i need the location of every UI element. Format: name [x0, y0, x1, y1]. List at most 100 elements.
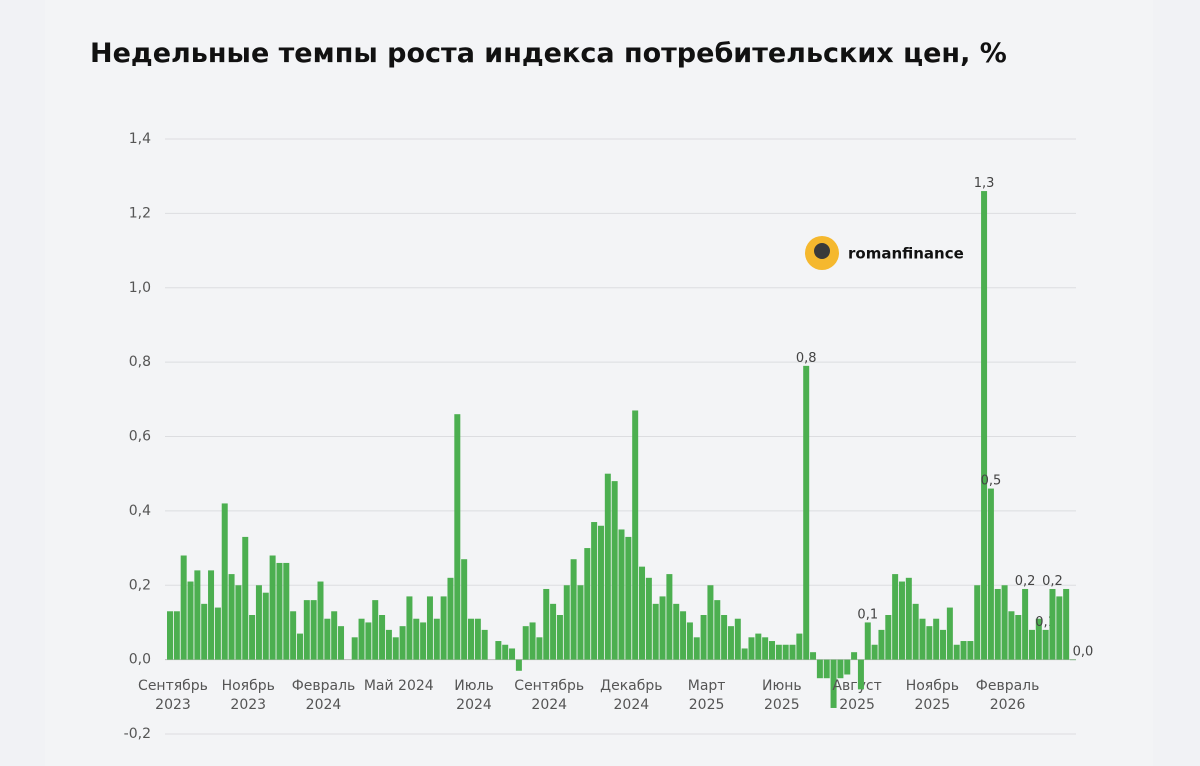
- bar: [680, 611, 687, 660]
- bar: [201, 603, 208, 660]
- bar: [837, 659, 844, 679]
- bar: [775, 644, 782, 660]
- x-tick-label: Декабрь 2024: [600, 678, 662, 713]
- bar: [946, 607, 953, 660]
- bar: [1001, 585, 1008, 660]
- y-tick-label: 0,8: [129, 354, 151, 370]
- bar: [249, 615, 256, 660]
- bar: [529, 622, 536, 660]
- bar: [303, 600, 310, 660]
- bar: [762, 637, 769, 660]
- bar: [208, 570, 215, 660]
- bar: [803, 365, 810, 660]
- bar: [1035, 618, 1042, 660]
- bar: [748, 637, 755, 660]
- bar: [700, 615, 707, 660]
- bar: [652, 603, 659, 660]
- bar: [331, 611, 338, 660]
- bar: [187, 581, 194, 660]
- bar: [953, 644, 960, 660]
- bar: [365, 622, 372, 660]
- bar: [960, 641, 967, 660]
- bar: [413, 618, 420, 660]
- value-label: 0,8: [796, 351, 817, 366]
- x-tick-label: Ноябрь 2025: [906, 678, 959, 713]
- bar: [338, 626, 345, 660]
- bar: [686, 622, 693, 660]
- bar: [550, 603, 557, 660]
- y-tick-label: 0,6: [129, 429, 151, 445]
- x-tick-label: Июнь 2025: [762, 678, 802, 713]
- bar: [283, 562, 290, 660]
- bar: [1042, 629, 1049, 660]
- bar: [468, 618, 474, 660]
- value-label: 0,0: [1073, 645, 1094, 660]
- bar: [440, 596, 447, 660]
- bar: [358, 618, 365, 660]
- bar: [543, 588, 550, 660]
- bar: [399, 626, 406, 660]
- bar: [235, 585, 242, 660]
- bar: [351, 637, 358, 660]
- bar: [502, 644, 509, 660]
- bar: [693, 637, 700, 660]
- x-tick-label: Сентябрь 2023: [138, 678, 208, 713]
- bar: [167, 611, 173, 660]
- bar: [276, 562, 283, 660]
- bar: [433, 618, 440, 660]
- bar: [1028, 629, 1035, 660]
- bar: [515, 659, 522, 671]
- bar: [242, 536, 249, 660]
- bar: [871, 644, 878, 660]
- value-label: 0,1: [857, 607, 878, 622]
- y-tick-label: 1,2: [129, 205, 151, 221]
- bar: [406, 596, 413, 660]
- bar: [563, 585, 570, 660]
- bar: [228, 574, 235, 660]
- x-tick-label: Ноябрь 2023: [222, 678, 275, 713]
- bar: [645, 577, 652, 660]
- bar: [974, 585, 981, 660]
- value-label: 0,5: [981, 474, 1002, 489]
- bar: [454, 414, 461, 660]
- bar: [844, 659, 851, 675]
- bar: [180, 555, 187, 660]
- bar: [878, 629, 885, 660]
- bar: [618, 529, 625, 660]
- x-tick-label: Февраль 2026: [976, 678, 1040, 713]
- bar: [898, 581, 905, 660]
- bar: [214, 607, 221, 660]
- y-tick-label: 0,2: [129, 577, 151, 593]
- bar: [659, 596, 666, 660]
- bar: [987, 488, 994, 660]
- bar: [310, 600, 317, 660]
- bar: [967, 641, 974, 660]
- value-label: 0,2: [1015, 574, 1036, 589]
- bar: [1022, 588, 1029, 660]
- bar: [940, 629, 947, 660]
- bar: [789, 644, 796, 660]
- bar: [926, 626, 933, 660]
- bar: [1015, 615, 1022, 660]
- bar: [447, 577, 454, 660]
- x-tick-label: Август 2025: [832, 678, 881, 713]
- bar: [892, 574, 899, 660]
- bar: [420, 622, 427, 660]
- value-label: 0,2: [1042, 574, 1063, 589]
- bar: [296, 633, 303, 660]
- bar: [816, 659, 823, 679]
- x-tick-label: Сентябрь 2024: [514, 678, 584, 713]
- bar: [994, 588, 1001, 660]
- bar: [625, 536, 632, 660]
- bar: [290, 611, 297, 660]
- bar: [536, 637, 543, 660]
- x-tick-label: Март 2025: [688, 678, 726, 713]
- y-tick-label: 0,0: [129, 652, 151, 668]
- bar: [385, 629, 392, 660]
- y-tick-label: 0,4: [129, 503, 151, 519]
- bar: [810, 652, 817, 660]
- bar: [864, 622, 871, 660]
- bar: [591, 522, 598, 660]
- bar: [885, 615, 892, 660]
